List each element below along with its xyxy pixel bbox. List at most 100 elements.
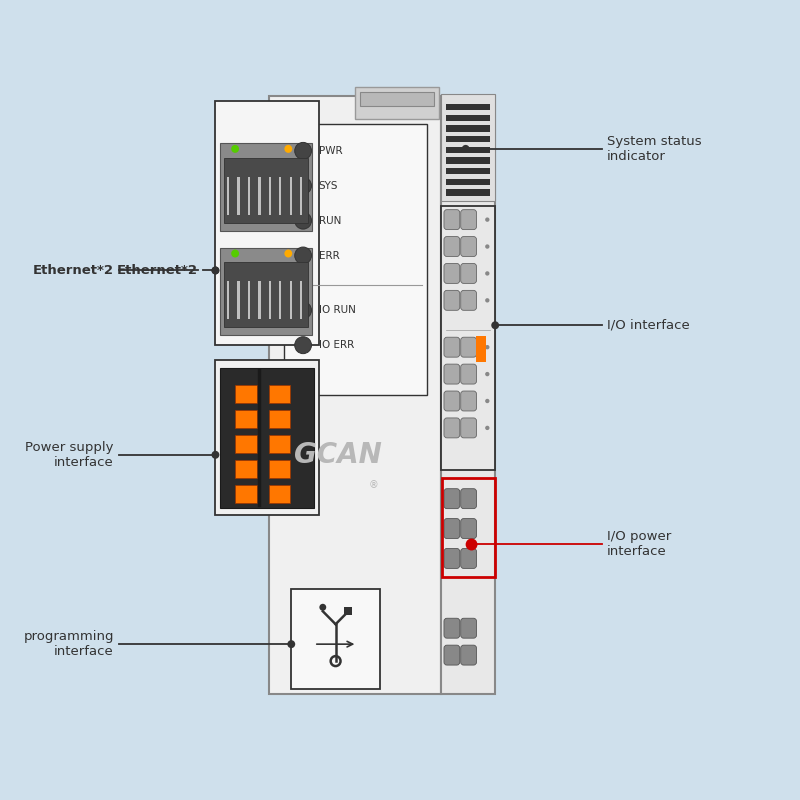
Bar [477, 336, 486, 362]
Text: Ethernet*2: Ethernet*2 [33, 264, 114, 277]
Circle shape [485, 298, 490, 302]
Circle shape [485, 372, 490, 376]
Bar [284, 124, 427, 395]
Bar [215, 360, 319, 514]
Bar [441, 94, 495, 201]
Circle shape [491, 322, 499, 330]
Bar [220, 247, 312, 335]
Circle shape [485, 218, 490, 222]
Bar [235, 485, 257, 502]
Bar [441, 206, 495, 470]
Bar [269, 96, 441, 694]
Bar [235, 435, 257, 453]
Bar [269, 282, 271, 319]
Bar [269, 435, 290, 453]
Text: Ethernet*2: Ethernet*2 [117, 264, 198, 277]
Circle shape [284, 250, 292, 258]
Bar [290, 177, 292, 214]
Bar [446, 126, 490, 132]
Bar [224, 262, 308, 327]
FancyBboxPatch shape [461, 338, 477, 357]
Circle shape [485, 426, 490, 430]
Circle shape [485, 271, 490, 276]
Text: GCAN: GCAN [294, 441, 382, 469]
Circle shape [231, 145, 239, 153]
FancyBboxPatch shape [461, 210, 477, 230]
Bar [355, 87, 439, 119]
Bar [441, 96, 495, 694]
Circle shape [287, 640, 295, 648]
FancyBboxPatch shape [444, 263, 460, 283]
FancyBboxPatch shape [444, 338, 460, 357]
Text: RUN: RUN [319, 216, 342, 226]
Bar [300, 282, 302, 319]
Bar [446, 158, 490, 164]
Bar [248, 177, 250, 214]
Circle shape [294, 142, 311, 159]
Circle shape [462, 145, 470, 153]
Circle shape [211, 266, 219, 274]
Bar [238, 177, 240, 214]
FancyBboxPatch shape [461, 618, 477, 638]
Text: IO ERR: IO ERR [319, 340, 354, 350]
FancyBboxPatch shape [461, 518, 477, 538]
Bar [446, 136, 490, 142]
Bar [235, 460, 257, 478]
Bar [258, 282, 261, 319]
Circle shape [231, 250, 239, 258]
FancyBboxPatch shape [444, 549, 460, 569]
Bar [215, 101, 319, 345]
Bar [360, 92, 434, 106]
Bar [269, 177, 271, 214]
Text: ®: ® [368, 480, 378, 490]
Text: I/O power
interface: I/O power interface [606, 530, 670, 558]
Bar [446, 146, 490, 153]
Bar [238, 282, 240, 319]
FancyBboxPatch shape [444, 237, 460, 257]
FancyBboxPatch shape [461, 290, 477, 310]
FancyBboxPatch shape [461, 418, 477, 438]
Text: SYS: SYS [319, 181, 338, 190]
FancyBboxPatch shape [444, 290, 460, 310]
FancyBboxPatch shape [461, 237, 477, 257]
FancyBboxPatch shape [461, 645, 477, 665]
Bar [227, 177, 230, 214]
Circle shape [294, 178, 311, 194]
Bar [269, 485, 290, 502]
Text: Power supply
interface: Power supply interface [26, 441, 114, 469]
Circle shape [284, 145, 292, 153]
FancyBboxPatch shape [461, 391, 477, 411]
Bar [300, 177, 302, 214]
Bar [269, 385, 290, 403]
Bar [446, 190, 490, 196]
Bar [290, 282, 292, 319]
Bar [446, 114, 490, 121]
Bar [269, 460, 290, 478]
Bar [224, 158, 308, 222]
Circle shape [485, 399, 490, 403]
FancyBboxPatch shape [444, 518, 460, 538]
Circle shape [319, 604, 326, 610]
FancyBboxPatch shape [444, 418, 460, 438]
FancyBboxPatch shape [444, 489, 460, 509]
Bar [442, 478, 495, 578]
Circle shape [294, 337, 311, 354]
FancyBboxPatch shape [444, 618, 460, 638]
FancyBboxPatch shape [444, 210, 460, 230]
Circle shape [211, 451, 219, 458]
FancyBboxPatch shape [444, 364, 460, 384]
Circle shape [485, 244, 490, 249]
Bar [279, 282, 282, 319]
Bar [258, 177, 261, 214]
Text: IO RUN: IO RUN [319, 306, 356, 315]
Text: PWR: PWR [319, 146, 342, 156]
FancyBboxPatch shape [461, 364, 477, 384]
Circle shape [294, 247, 311, 264]
Circle shape [485, 345, 490, 350]
Bar [446, 168, 490, 174]
Bar [446, 104, 490, 110]
Circle shape [211, 266, 219, 274]
Bar [279, 177, 282, 214]
Bar [220, 143, 312, 230]
Text: ERR: ERR [319, 250, 340, 261]
